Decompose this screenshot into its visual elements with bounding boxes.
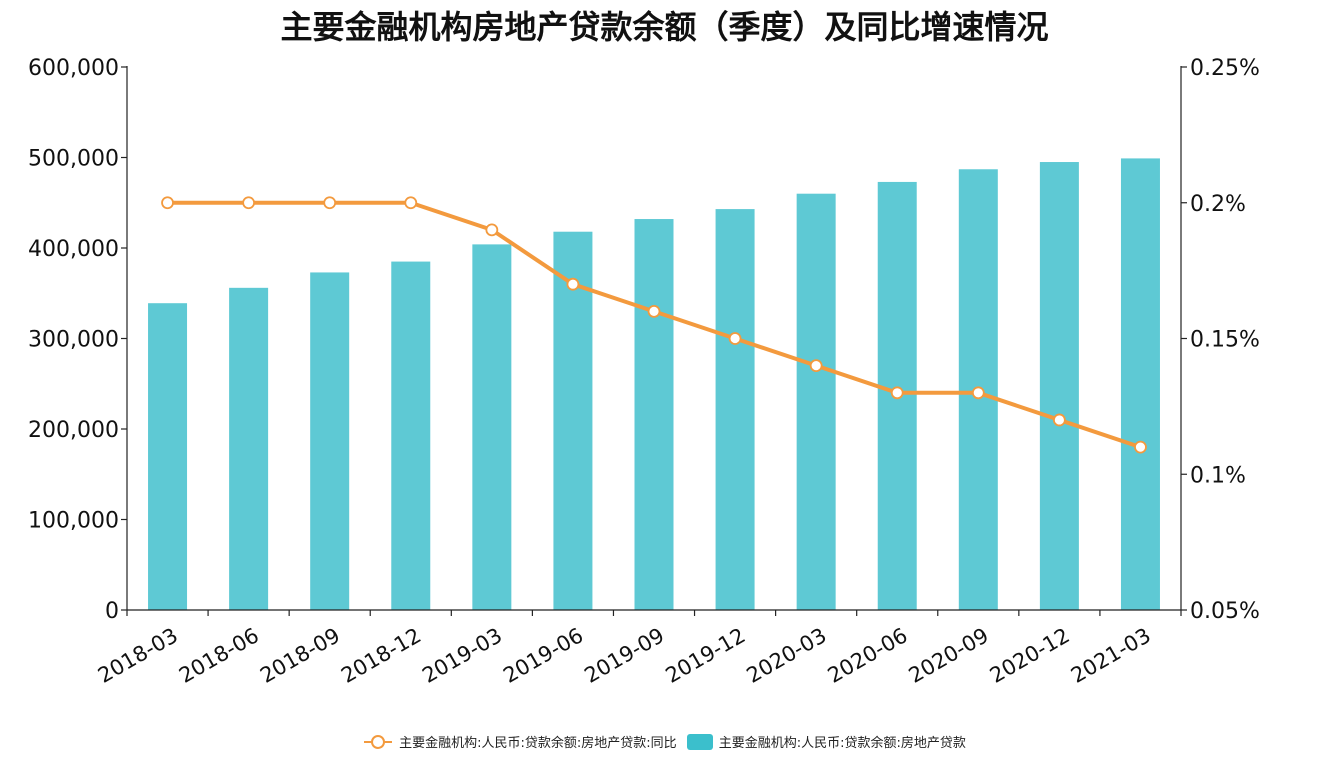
left-tick-label: 0 — [105, 599, 119, 624]
x-tick-label: 2019-12 — [661, 623, 749, 688]
legend-line-icon — [364, 734, 393, 749]
legend-label-line: 主要金融机构:人民币:贷款余额:房地产贷款:同比 — [399, 736, 677, 751]
line-series — [161, 196, 1147, 454]
bar-2019-06 — [553, 231, 593, 610]
x-tick-label: 2018-09 — [256, 623, 344, 688]
bar-2019-03 — [472, 244, 512, 610]
right-tick-label: 0.1% — [1190, 463, 1246, 488]
x-tick-label: 2020-03 — [743, 623, 831, 688]
point-2019-03 — [485, 223, 499, 237]
x-tick-label: 2020-06 — [824, 623, 912, 688]
point-2020-03 — [809, 359, 823, 373]
point-2021-03 — [1134, 440, 1147, 454]
bar-2018-12 — [391, 261, 431, 610]
x-tick-label: 2018-12 — [337, 623, 425, 688]
x-tick-label: 2018-03 — [94, 623, 182, 688]
x-tick-label: 2019-09 — [580, 623, 668, 688]
bar-2019-12 — [715, 209, 755, 610]
x-tick-label: 2019-06 — [499, 623, 587, 688]
point-2019-06 — [566, 277, 580, 291]
left-tick-label: 100,000 — [28, 509, 119, 534]
left-tick-label: 600,000 — [28, 56, 119, 81]
point-2018-12 — [404, 196, 418, 210]
point-2020-06 — [890, 386, 904, 400]
left-tick-label: 400,000 — [28, 237, 119, 262]
legend: 主要金融机构:人民币:贷款余额:房地产贷款:同比 主要金融机构:人民币:贷款余额… — [0, 732, 1329, 751]
x-tick-label: 2020-09 — [905, 623, 993, 688]
point-2019-12 — [728, 332, 742, 345]
bar-2018-06 — [229, 287, 269, 610]
legend-item-bar[interactable]: 主要金融机构:人民币:贷款余额:房地产贷款 — [686, 732, 966, 751]
left-tick-label: 200,000 — [28, 418, 119, 443]
point-2020-12 — [1052, 413, 1066, 427]
bar-2020-12 — [1039, 162, 1079, 610]
point-2018-09 — [323, 196, 337, 210]
bar-2018-09 — [310, 272, 350, 610]
point-2018-03 — [161, 196, 174, 210]
legend-item-line[interactable]: 主要金融机构:人民币:贷款余额:房地产贷款:同比 — [363, 732, 677, 751]
chart-title: 主要金融机构房地产贷款余额（季度）及同比增速情况 — [280, 8, 1049, 46]
x-tick-label: 2021-03 — [1067, 623, 1155, 688]
left-tick-label: 300,000 — [28, 328, 119, 353]
point-2020-09 — [971, 386, 985, 400]
right-tick-label: 0.05% — [1190, 599, 1260, 624]
x-tick-label: 2018-06 — [175, 623, 263, 688]
bar-2020-03 — [796, 193, 836, 610]
point-2019-09 — [647, 304, 661, 318]
bar-2019-09 — [634, 219, 674, 611]
x-tick-label: 2019-03 — [418, 623, 506, 688]
bar-2021-03 — [1120, 158, 1160, 610]
bar-series — [148, 158, 1160, 611]
legend-bar-icon — [686, 733, 713, 750]
left-tick-label: 500,000 — [28, 147, 119, 172]
bar-2018-03 — [148, 303, 188, 610]
right-tick-label: 0.15% — [1190, 328, 1260, 353]
axes — [121, 66, 1187, 616]
right-tick-label: 0.25% — [1190, 56, 1260, 81]
x-tick-label: 2020-12 — [986, 623, 1074, 688]
point-2018-06 — [242, 196, 256, 210]
legend-label-bar: 主要金融机构:人民币:贷款余额:房地产贷款 — [718, 736, 966, 751]
right-tick-label: 0.2% — [1190, 192, 1246, 217]
